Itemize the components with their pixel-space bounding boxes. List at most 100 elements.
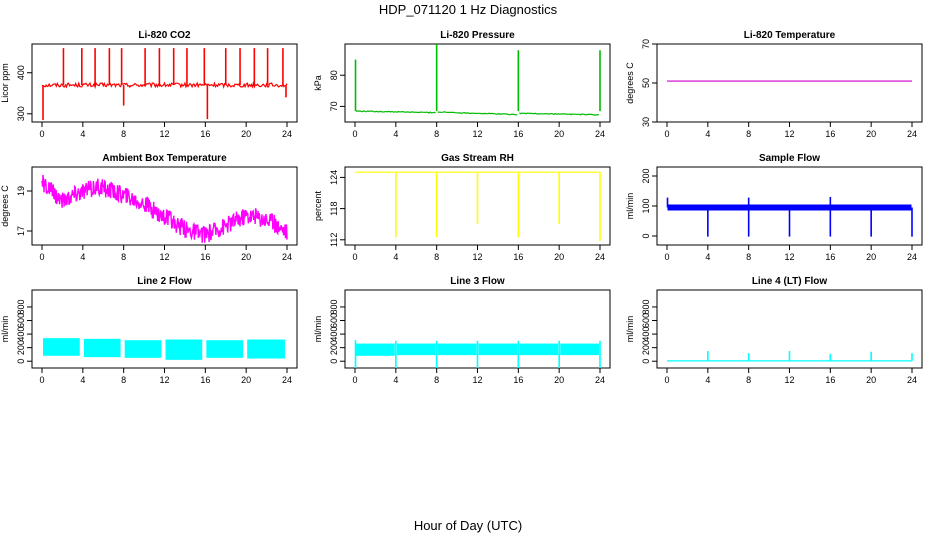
y-axis-label: Licor ppm [0, 63, 10, 103]
panel-title: Li-820 Temperature [744, 30, 836, 41]
y-axis-label: ml/min [0, 316, 10, 343]
panel-3: Ambient Box Temperature 0 4 8 12 16 20 24 17 19 de… [0, 153, 298, 262]
panel-title: Li-820 CO2 [138, 30, 191, 41]
y-tick-label: 0 [641, 359, 651, 364]
y-axis-label: ml/min [313, 316, 323, 343]
x-tick-label: 8 [121, 375, 126, 385]
flow-block [247, 339, 285, 359]
flow-block [519, 343, 559, 356]
x-tick-label: 4 [80, 375, 85, 385]
plot-frame [31, 166, 298, 246]
x-tick-label: 16 [200, 129, 210, 139]
x-tick-label: 12 [472, 252, 482, 262]
y-tick-label: 400 [641, 327, 651, 342]
y-tick-label: 200 [329, 340, 339, 355]
x-tick-label: 12 [784, 129, 794, 139]
x-tick-label: 0 [664, 375, 669, 385]
series-line [666, 197, 913, 237]
x-tick-label: 12 [159, 129, 169, 139]
y-axis-label: kPa [313, 75, 323, 91]
x-tick-label: 16 [825, 252, 835, 262]
flow-block [124, 340, 162, 358]
panel-title: Li-820 Pressure [440, 30, 515, 41]
flow-block [437, 343, 477, 356]
y-axis-label: degrees C [625, 62, 635, 104]
panel-4: Gas Stream RH 0 4 8 12 16 20 24 112 118 124 percent [313, 153, 611, 262]
y-tick-label: 600 [641, 313, 651, 328]
x-tick-label: 24 [282, 252, 292, 262]
x-tick-label: 8 [746, 252, 751, 262]
x-tick-label: 0 [39, 129, 44, 139]
series-line [354, 44, 601, 116]
x-tick-label: 8 [746, 129, 751, 139]
y-tick-label: 600 [16, 313, 26, 328]
series-line [41, 48, 288, 120]
y-tick-label: 30 [641, 117, 651, 127]
panel-0: Li-820 CO2 0 4 8 12 16 20 24 300 400 Licor ppm [0, 30, 298, 139]
y-tick-label: 70 [329, 101, 339, 111]
x-tick-label: 8 [434, 252, 439, 262]
flow-block [396, 343, 436, 356]
x-tick-label: 4 [80, 129, 85, 139]
x-tick-label: 20 [241, 375, 251, 385]
x-tick-label: 8 [434, 129, 439, 139]
x-tick-label: 24 [595, 375, 605, 385]
x-tick-label: 20 [554, 252, 564, 262]
x-tick-label: 16 [513, 252, 523, 262]
y-axis-label: ml/min [625, 193, 635, 220]
series-line [43, 338, 285, 360]
series-line [355, 171, 601, 241]
panel-title: Line 3 Flow [450, 276, 505, 287]
panel-5: Sample Flow 0 4 8 12 16 20 24 0 100 200 ml/min [625, 153, 923, 262]
x-tick-label: 20 [866, 129, 876, 139]
flow-block [43, 338, 80, 356]
x-tick-label: 20 [241, 252, 251, 262]
y-tick-label: 17 [16, 226, 26, 236]
x-tick-label: 4 [393, 252, 398, 262]
x-tick-label: 0 [352, 252, 357, 262]
panel-2: Li-820 Temperature 0 4 8 12 16 20 24 30 50 70 degre… [625, 30, 923, 139]
y-tick-label: 50 [641, 78, 651, 88]
flow-block [206, 340, 244, 358]
y-tick-label: 200 [641, 168, 651, 183]
x-tick-label: 4 [705, 129, 710, 139]
y-tick-label: 300 [16, 106, 26, 121]
y-tick-label: 70 [641, 39, 651, 49]
y-tick-label: 400 [16, 327, 26, 342]
x-tick-label: 12 [159, 252, 169, 262]
segment-trace [437, 111, 518, 116]
x-tick-label: 24 [907, 252, 917, 262]
plot-frame [344, 43, 611, 123]
panel-1: Li-820 Pressure 0 4 8 12 16 20 24 70 80 kPa [313, 30, 611, 139]
y-axis-label: degrees C [0, 185, 10, 227]
y-tick-label: 800 [641, 299, 651, 314]
panel-title: Line 2 Flow [137, 276, 192, 287]
y-tick-label: 124 [329, 170, 339, 185]
x-tick-label: 16 [513, 375, 523, 385]
y-tick-label: 200 [16, 340, 26, 355]
y-tick-label: 600 [329, 313, 339, 328]
x-tick-label: 0 [39, 252, 44, 262]
x-tick-label: 24 [282, 129, 292, 139]
y-tick-label: 800 [16, 299, 26, 314]
x-tick-label: 0 [664, 252, 669, 262]
x-tick-label: 12 [159, 375, 169, 385]
panel-title: Sample Flow [759, 153, 820, 164]
x-tick-label: 24 [907, 129, 917, 139]
x-tick-label: 16 [200, 375, 210, 385]
y-tick-label: 100 [641, 198, 651, 213]
plot-frame [656, 43, 923, 123]
x-tick-label: 24 [907, 375, 917, 385]
x-tick-label: 12 [784, 375, 794, 385]
segment-trace [519, 112, 600, 116]
y-axis-label: percent [313, 190, 323, 221]
y-tick-label: 0 [329, 359, 339, 364]
panel-title: Gas Stream RH [441, 153, 514, 164]
x-tick-label: 4 [705, 375, 710, 385]
y-tick-label: 19 [16, 186, 26, 196]
x-tick-label: 24 [595, 252, 605, 262]
y-tick-label: 800 [329, 299, 339, 314]
x-tick-label: 8 [121, 129, 126, 139]
